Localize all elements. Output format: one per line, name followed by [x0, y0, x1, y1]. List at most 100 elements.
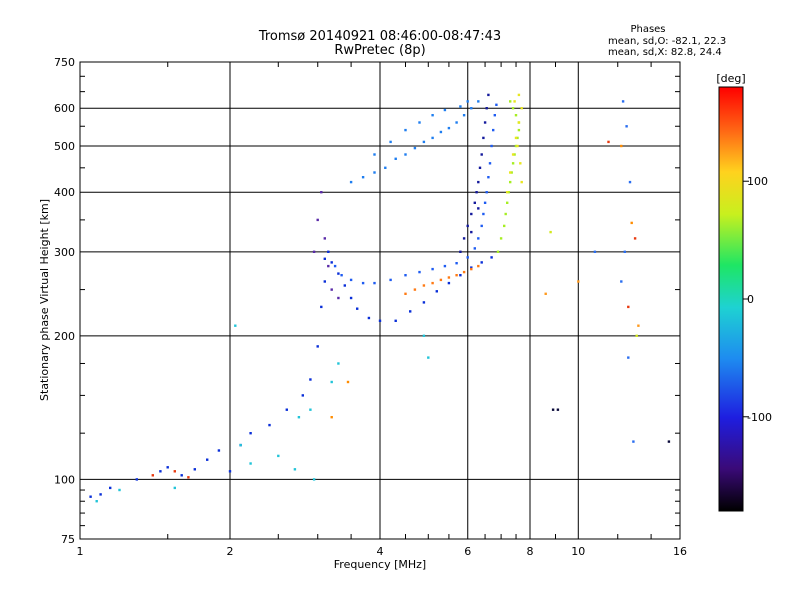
data-point — [506, 201, 509, 204]
data-point — [516, 144, 519, 148]
data-point — [473, 201, 476, 204]
data-point — [249, 432, 252, 435]
data-point — [309, 378, 312, 381]
data-point — [297, 416, 301, 419]
data-point — [496, 250, 500, 253]
data-point — [349, 296, 353, 300]
data-point — [514, 144, 518, 148]
chart-title: Tromsø 20140921 08:46:00-08:47:43 — [258, 29, 501, 44]
data-point — [373, 281, 376, 285]
data-point — [637, 324, 640, 327]
data-point — [577, 280, 580, 283]
data-point — [517, 121, 521, 124]
data-point — [517, 128, 521, 132]
data-point — [509, 100, 512, 103]
colorbar-tick-label: -100 — [747, 411, 772, 424]
data-point — [349, 278, 353, 282]
data-point — [483, 201, 487, 204]
data-point — [470, 266, 473, 269]
x-tick-label: 1 — [77, 545, 84, 558]
data-point — [180, 474, 183, 477]
data-point — [173, 486, 176, 490]
data-point — [544, 292, 547, 295]
data-point — [477, 180, 480, 184]
data-point — [316, 218, 319, 222]
data-point — [109, 486, 112, 490]
data-point — [422, 301, 426, 304]
grid-lines — [80, 62, 680, 539]
data-point — [482, 136, 485, 140]
data-point — [206, 458, 209, 461]
data-point — [473, 247, 476, 250]
data-point — [607, 140, 610, 144]
axis-ticks: 1 2 4 6 8 10 16 75 100 200 300 400 500 600 750 — [54, 56, 687, 558]
data-point — [510, 171, 513, 174]
data-point — [480, 261, 483, 264]
data-point — [492, 128, 495, 132]
x-tick-label: 16 — [673, 545, 687, 558]
data-point — [435, 290, 438, 293]
data-point — [443, 264, 447, 268]
data-point — [632, 440, 635, 443]
data-point — [373, 171, 376, 174]
data-point — [312, 478, 316, 481]
data-point — [330, 288, 333, 291]
data-point — [404, 274, 407, 277]
data-point — [431, 114, 434, 117]
data-point — [323, 237, 326, 240]
data-point — [487, 93, 490, 97]
data-point — [356, 307, 359, 310]
data-point — [627, 305, 630, 309]
y-tick-label: 300 — [54, 246, 75, 259]
x-tick-label: 6 — [464, 545, 471, 558]
data-point — [409, 310, 412, 313]
data-point — [323, 280, 326, 283]
data-point — [323, 257, 326, 260]
data-point — [551, 408, 555, 411]
y-tick-label: 600 — [54, 102, 75, 115]
data-point — [413, 288, 417, 291]
colorbar-tick-label: 0 — [747, 293, 754, 306]
x-tick-label: 2 — [227, 545, 234, 558]
data-point — [520, 180, 523, 184]
data-point — [470, 267, 473, 271]
data-point — [459, 274, 462, 277]
data-point — [556, 408, 560, 411]
data-point — [239, 443, 242, 447]
data-point — [418, 270, 421, 274]
data-point — [459, 105, 462, 108]
data-point — [483, 121, 487, 124]
data-point — [404, 153, 407, 156]
data-point — [477, 237, 480, 240]
data-point — [378, 319, 382, 322]
data-point — [514, 136, 518, 140]
data-point — [519, 162, 522, 165]
y-tick-label: 100 — [54, 473, 75, 486]
data-point — [394, 319, 397, 322]
data-point — [480, 153, 483, 156]
data-point — [482, 212, 485, 216]
data-point — [504, 212, 507, 216]
data-point — [511, 107, 515, 110]
y-axis-label: Stationary phase Virtual Height [km] — [38, 199, 51, 401]
data-point — [427, 356, 430, 359]
data-point — [621, 100, 625, 103]
data-point — [439, 278, 443, 282]
data-point — [309, 408, 312, 411]
data-point — [635, 334, 638, 337]
data-point — [312, 250, 316, 253]
data-point — [480, 224, 483, 228]
data-point — [431, 136, 434, 140]
data-point — [506, 191, 509, 194]
data-point — [333, 264, 337, 268]
data-point — [301, 394, 304, 397]
data-point — [373, 153, 376, 156]
data-point — [268, 423, 271, 427]
data-point — [422, 140, 426, 144]
y-tick-label: 750 — [54, 56, 75, 69]
data-point — [151, 474, 154, 477]
data-point — [667, 440, 671, 443]
data-point — [361, 176, 365, 179]
data-point — [337, 296, 340, 300]
